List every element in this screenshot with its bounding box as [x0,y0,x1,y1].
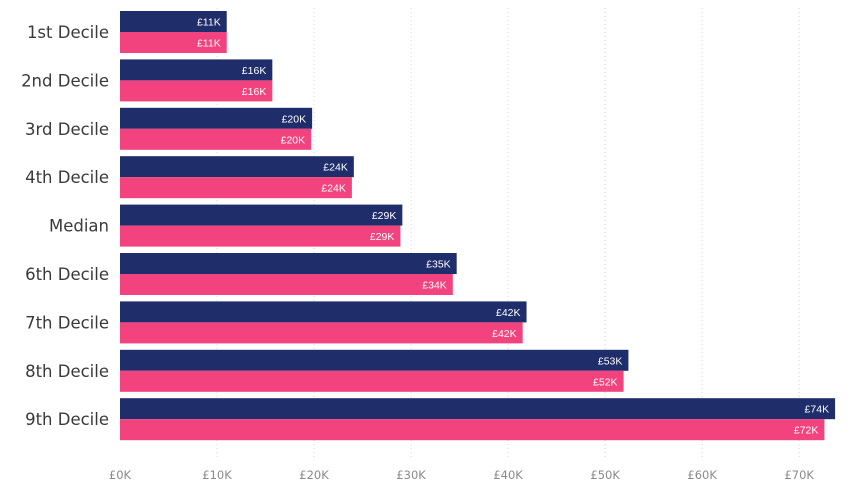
bar-data-label-series2-7: £52K [593,376,618,388]
bar-series1-6 [120,301,527,323]
bar-data-label-series1-5: £35K [426,259,451,271]
x-tick-label-2: £20K [299,468,329,482]
bar-data-label-series2-8: £72K [794,425,819,437]
bar-series2-0 [120,32,227,53]
bar-series1-7 [120,349,629,371]
bar-data-label-series2-3: £24K [321,183,346,195]
category-label-1: 2nd Decile [21,71,109,90]
bar-series1-1 [120,59,273,81]
x-tick-label-0: £0K [109,468,132,482]
bar-series1-5 [120,253,457,274]
bars-layer [120,11,836,441]
bar-data-label-series1-8: £74K [805,404,830,416]
bar-series2-3 [120,177,352,199]
bar-series2-2 [120,128,312,150]
bar-data-label-series2-2: £20K [281,134,306,146]
bar-series2-7 [120,370,624,392]
x-axis: £0K £10K £20K £30K £40K £50K £60K £70K [109,468,814,482]
bar-series1-2 [120,107,313,129]
bar-series2-5 [120,274,453,295]
category-label-5: 6th Decile [25,265,109,284]
category-label-7: 8th Decile [25,362,109,381]
bar-series1-0 [120,11,227,32]
category-label-4: Median [49,217,109,236]
bar-data-label-series1-0: £11K [197,17,221,29]
bar-data-label-series1-2: £20K [282,113,307,125]
bar-series2-1 [120,80,273,102]
bar-data-label-series2-0: £11K [197,38,221,50]
bar-series1-8 [120,398,836,420]
bar-data-label-series1-4: £29K [372,210,397,222]
labels-layer: 1st Decile £11K £11K 2nd Decile £16K £16K 3rd … [21,17,829,437]
bar-data-label-series2-4: £29K [370,231,395,243]
x-tick-label-1: £10K [202,468,232,482]
x-tick-label-3: £30K [396,468,426,482]
bar-series2-8 [120,419,825,441]
x-tick-label-5: £50K [590,468,620,482]
bar-data-label-series2-5: £34K [422,280,447,292]
category-label-6: 7th Decile [25,313,109,332]
bar-data-label-series1-1: £16K [242,65,267,77]
bar-series2-4 [120,225,401,247]
bar-series2-6 [120,322,523,344]
category-label-8: 9th Decile [25,410,109,429]
x-tick-label-7: £70K [784,468,814,482]
category-label-0: 1st Decile [27,23,109,42]
x-tick-label-6: £60K [687,468,717,482]
bar-data-label-series1-6: £42K [496,307,521,319]
bar-data-label-series2-6: £42K [492,328,517,340]
category-label-3: 4th Decile [25,168,109,187]
bar-data-label-series2-1: £16K [242,86,267,98]
category-label-2: 3rd Decile [25,120,109,139]
bar-series1-3 [120,156,354,178]
bar-data-label-series1-3: £24K [323,162,348,174]
bar-data-label-series1-7: £53K [598,355,623,367]
bar-series1-4 [120,204,403,226]
x-tick-label-4: £40K [493,468,523,482]
